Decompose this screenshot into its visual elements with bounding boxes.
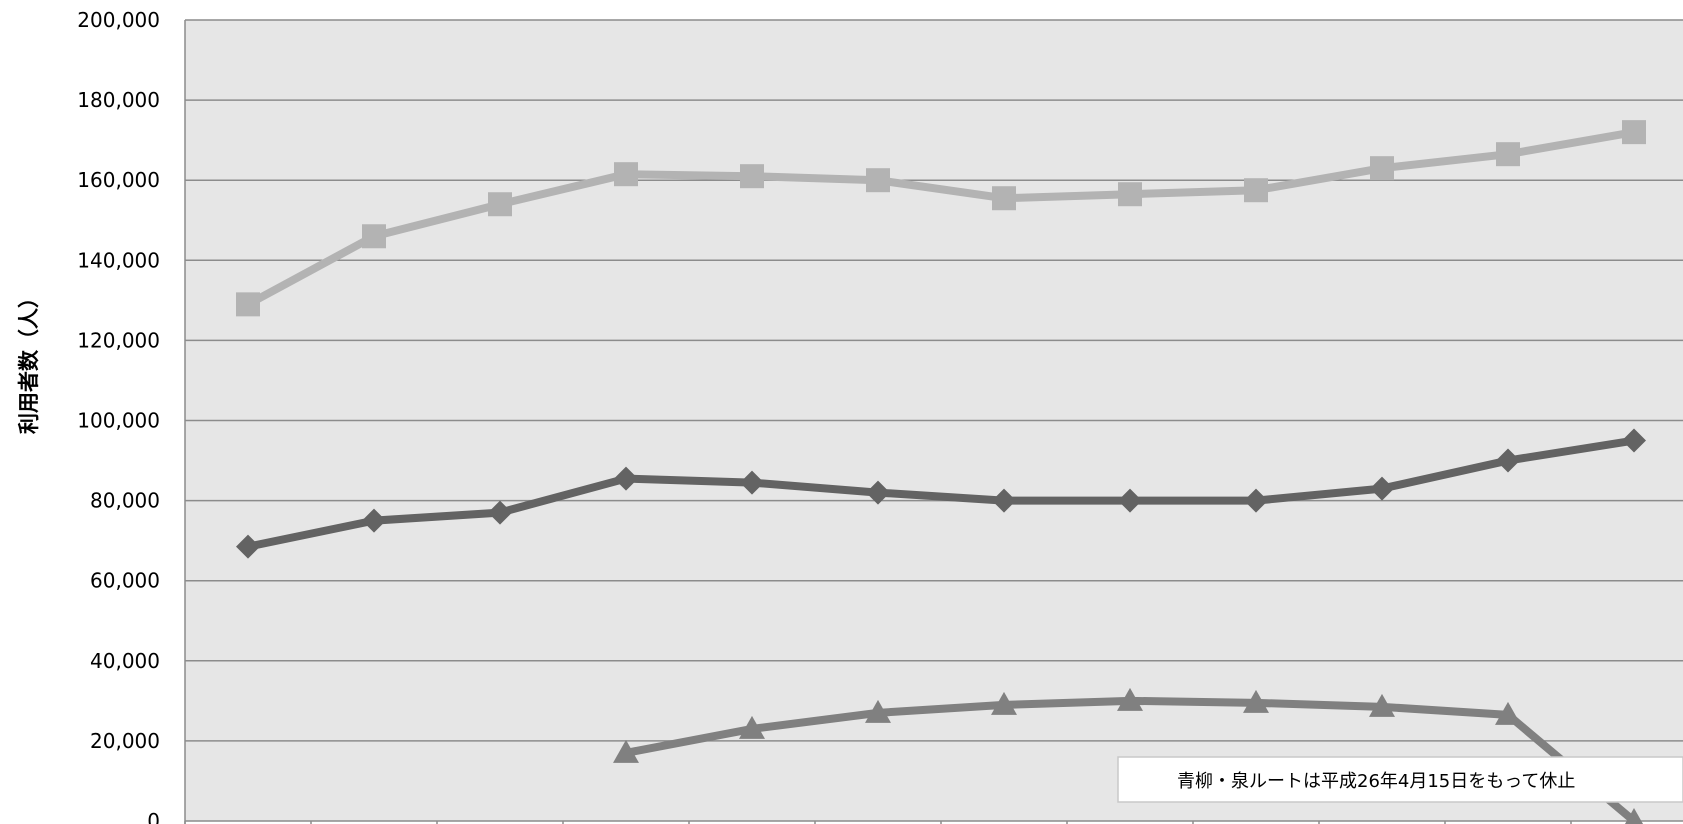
- y-tick-label: 20,000: [90, 729, 160, 753]
- annotation: 青柳・泉ルートは平成26年4月15日をもって休止: [1118, 757, 1683, 802]
- y-tick-label: 0: [147, 809, 160, 824]
- y-tick-label: 100,000: [77, 409, 160, 433]
- data-point: [866, 168, 890, 192]
- data-point: [614, 162, 638, 186]
- data-point: [362, 224, 386, 248]
- y-axis-tick-labels: 0 20,000 40,000 60,000 80,000 100,000 120,000 1…: [77, 8, 160, 824]
- y-tick-label: 120,000: [77, 328, 160, 352]
- annotation-text: 青柳・泉ルートは平成26年4月15日をもって休止: [1177, 771, 1575, 792]
- y-tick-label: 160,000: [77, 168, 160, 192]
- y-tick-label: 200,000: [77, 8, 160, 32]
- data-point: [488, 192, 512, 216]
- data-point: [1118, 182, 1142, 206]
- y-tick-label: 60,000: [90, 569, 160, 593]
- y-tick-label: 140,000: [77, 248, 160, 272]
- data-point: [236, 292, 260, 316]
- data-point: [1622, 120, 1646, 144]
- y-tick-label: 80,000: [90, 489, 160, 513]
- data-point: [1496, 142, 1520, 166]
- data-point: [992, 186, 1016, 210]
- data-point: [740, 164, 764, 188]
- y-tick-label: 40,000: [90, 649, 160, 673]
- y-axis-title: 利用者数（人）: [17, 287, 41, 434]
- y-tick-label: 180,000: [77, 88, 160, 112]
- data-point: [1244, 178, 1268, 202]
- data-point: [1370, 156, 1394, 180]
